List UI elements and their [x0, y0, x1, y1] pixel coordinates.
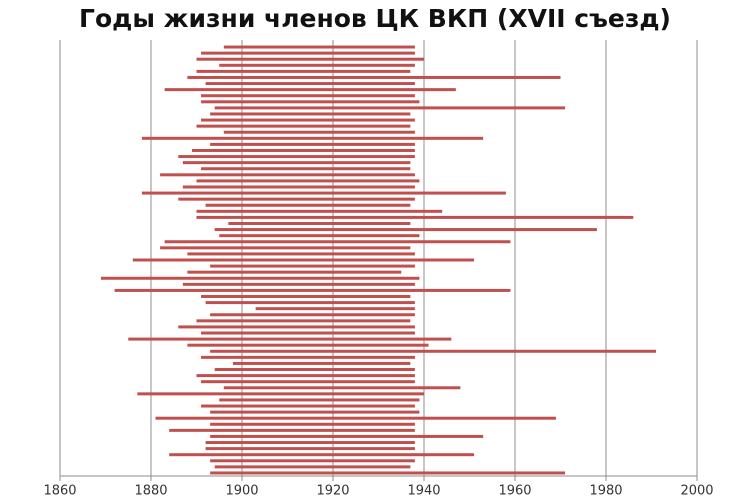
bar	[210, 349, 657, 353]
bar	[196, 374, 415, 378]
bar	[223, 130, 415, 134]
x-tick-label: 1980	[589, 484, 622, 499]
bar	[182, 282, 415, 286]
bar	[160, 173, 415, 177]
bar	[187, 252, 415, 256]
bar	[210, 422, 415, 426]
x-tick-label: 1900	[225, 484, 258, 499]
bar	[223, 386, 461, 390]
bar	[210, 459, 415, 463]
bar	[201, 100, 420, 104]
bar	[210, 264, 415, 268]
bar	[205, 447, 415, 451]
bar	[164, 240, 511, 244]
bar	[205, 301, 415, 305]
bar	[164, 88, 456, 92]
bar	[205, 441, 415, 445]
chart-title: Годы жизни членов ЦК ВКП (XVII съезд)	[79, 4, 671, 33]
bar	[214, 368, 415, 372]
bar	[232, 361, 411, 365]
bar	[187, 75, 561, 79]
bar	[210, 112, 411, 116]
bar	[205, 82, 415, 86]
bar	[196, 57, 424, 61]
bar	[196, 215, 634, 219]
bar	[141, 136, 484, 140]
bar	[169, 453, 475, 457]
bar	[201, 404, 415, 408]
bar	[132, 258, 475, 262]
bar	[169, 428, 415, 432]
bar	[196, 179, 420, 183]
bar	[178, 155, 415, 159]
bar	[141, 191, 506, 195]
x-tick-label: 1880	[134, 484, 167, 499]
bar	[128, 337, 452, 341]
bar	[214, 228, 597, 232]
bar	[201, 380, 415, 384]
bar	[201, 295, 411, 299]
bar	[214, 465, 411, 469]
bar	[228, 221, 411, 225]
bar	[201, 118, 415, 122]
bar	[182, 185, 415, 189]
bar	[210, 313, 415, 317]
bar	[155, 416, 556, 420]
x-tick-label: 1940	[407, 484, 440, 499]
bar	[196, 124, 411, 128]
x-tick-label: 2000	[680, 484, 713, 499]
bar	[219, 398, 420, 402]
bar	[210, 434, 484, 438]
bar	[160, 246, 411, 250]
bar	[210, 410, 420, 414]
bar	[219, 63, 415, 67]
bar	[191, 148, 415, 152]
bar	[201, 331, 415, 335]
bar	[210, 471, 566, 475]
bar	[223, 45, 415, 49]
bar	[187, 343, 429, 347]
bar	[182, 161, 411, 165]
bar	[201, 355, 415, 359]
bar	[201, 94, 415, 98]
bar	[210, 142, 415, 146]
bar	[178, 325, 415, 329]
x-tick-label: 1960	[498, 484, 531, 499]
bar	[114, 288, 511, 292]
bar	[196, 319, 411, 323]
bar	[201, 167, 411, 171]
bar	[201, 51, 415, 55]
bar	[205, 203, 411, 207]
bar	[100, 276, 420, 280]
bar	[214, 106, 566, 110]
x-tick-label: 1860	[43, 484, 76, 499]
bar	[178, 197, 415, 201]
bar	[255, 307, 415, 311]
x-tick-label: 1920	[316, 484, 349, 499]
bar	[196, 209, 443, 213]
bar	[196, 69, 411, 73]
bar	[137, 392, 424, 396]
bar	[187, 270, 402, 274]
bar	[219, 234, 420, 238]
